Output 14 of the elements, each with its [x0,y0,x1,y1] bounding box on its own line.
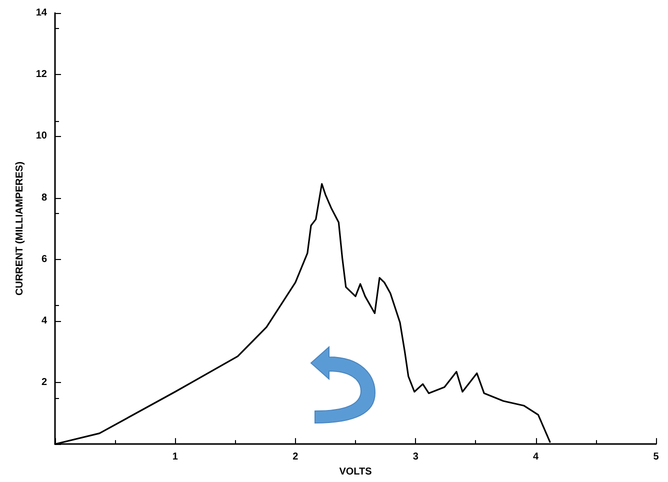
y-tick-label: 12 [36,69,48,80]
x-tick-label: 5 [653,452,660,463]
y-tick-label: 6 [41,254,48,265]
x-axis-title: VOLTS [339,466,372,478]
x-tick-label: 2 [292,452,299,463]
x-tick-label: 3 [412,452,419,463]
y-axis-title: CURRENT (MILLIAMPERES) [14,162,26,296]
y-tick-label: 14 [36,8,48,18]
x-tick-label: 1 [172,452,178,463]
y-tick-label: 2 [41,377,48,388]
y-tick-label: 8 [41,192,48,204]
y-tick-label: 4 [41,315,48,326]
y-tick-label: 10 [36,130,48,142]
x-tick-label: 4 [533,452,540,463]
